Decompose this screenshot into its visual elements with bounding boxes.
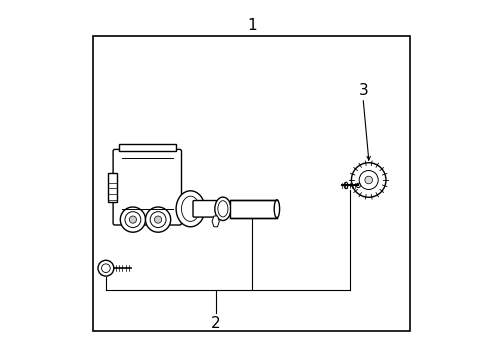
Bar (230, 200, 276, 218)
Ellipse shape (181, 196, 199, 221)
Circle shape (351, 163, 385, 197)
Circle shape (129, 216, 136, 223)
Circle shape (364, 176, 372, 184)
Ellipse shape (214, 197, 230, 220)
Polygon shape (212, 216, 219, 227)
FancyArrowPatch shape (366, 156, 369, 160)
Bar (93, 36, 409, 331)
Ellipse shape (274, 200, 279, 218)
Text: 2: 2 (210, 316, 220, 332)
Circle shape (150, 212, 166, 228)
FancyBboxPatch shape (113, 149, 181, 225)
Ellipse shape (176, 191, 204, 227)
Circle shape (125, 212, 141, 228)
Circle shape (120, 207, 145, 232)
Circle shape (154, 216, 162, 223)
Circle shape (355, 183, 360, 188)
Text: 3: 3 (358, 82, 367, 98)
Circle shape (102, 264, 110, 273)
Ellipse shape (218, 201, 227, 217)
Text: 1: 1 (246, 18, 256, 33)
FancyBboxPatch shape (193, 201, 216, 217)
Bar (107, 173, 117, 202)
Ellipse shape (344, 182, 347, 189)
Circle shape (359, 171, 377, 189)
Circle shape (145, 207, 170, 232)
Circle shape (98, 260, 114, 276)
Bar (118, 144, 176, 151)
